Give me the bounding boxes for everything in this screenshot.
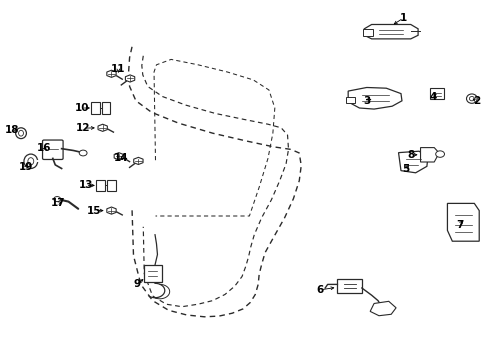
Polygon shape [106,70,116,77]
Text: 11: 11 [111,64,125,74]
Bar [345,97,354,103]
Text: 4: 4 [428,92,436,102]
Text: 8: 8 [407,150,413,160]
Text: 9: 9 [133,279,140,289]
Polygon shape [364,24,417,39]
Text: 1: 1 [399,13,406,23]
Polygon shape [114,153,123,160]
Polygon shape [447,203,478,241]
Text: 17: 17 [50,198,65,208]
Bar [143,265,162,282]
Ellipse shape [28,158,34,165]
Polygon shape [125,75,135,82]
Bar [96,180,105,191]
Polygon shape [369,301,395,316]
Polygon shape [98,124,107,131]
Text: 18: 18 [5,125,20,135]
Ellipse shape [468,96,473,101]
Polygon shape [106,207,116,214]
Circle shape [54,197,61,202]
Text: 3: 3 [363,96,369,106]
Text: 16: 16 [37,143,51,153]
Bar [91,102,100,114]
Polygon shape [133,157,143,165]
Bar [362,29,372,36]
Text: 10: 10 [74,103,89,113]
Text: 12: 12 [76,123,90,133]
Ellipse shape [19,130,23,136]
Ellipse shape [16,128,26,139]
Bar [102,102,110,114]
Bar [429,88,443,99]
Text: 2: 2 [472,96,479,106]
Text: 15: 15 [87,206,102,216]
Circle shape [79,150,87,156]
Ellipse shape [466,94,476,103]
Text: 6: 6 [316,285,323,295]
Text: 5: 5 [402,164,408,174]
Bar [337,279,361,293]
Text: 13: 13 [78,180,93,190]
Text: 7: 7 [455,220,463,230]
Polygon shape [398,151,427,173]
Ellipse shape [24,154,38,168]
FancyBboxPatch shape [42,140,63,159]
Text: 19: 19 [19,162,33,172]
Bar [107,180,115,191]
Circle shape [435,151,444,157]
Text: 14: 14 [114,153,128,163]
Polygon shape [347,87,401,109]
Polygon shape [420,148,438,162]
